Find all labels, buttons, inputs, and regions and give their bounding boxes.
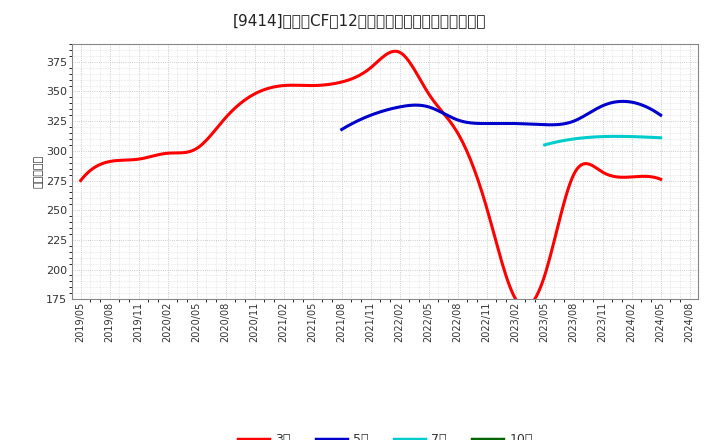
Y-axis label: （百万円）: （百万円） [33,155,43,188]
Text: [9414]　営業CFの12か月移動合計の標準偏差の推移: [9414] 営業CFの12か月移動合計の標準偏差の推移 [233,13,487,28]
Legend: 3年, 5年, 7年, 10年: 3年, 5年, 7年, 10年 [233,428,538,440]
